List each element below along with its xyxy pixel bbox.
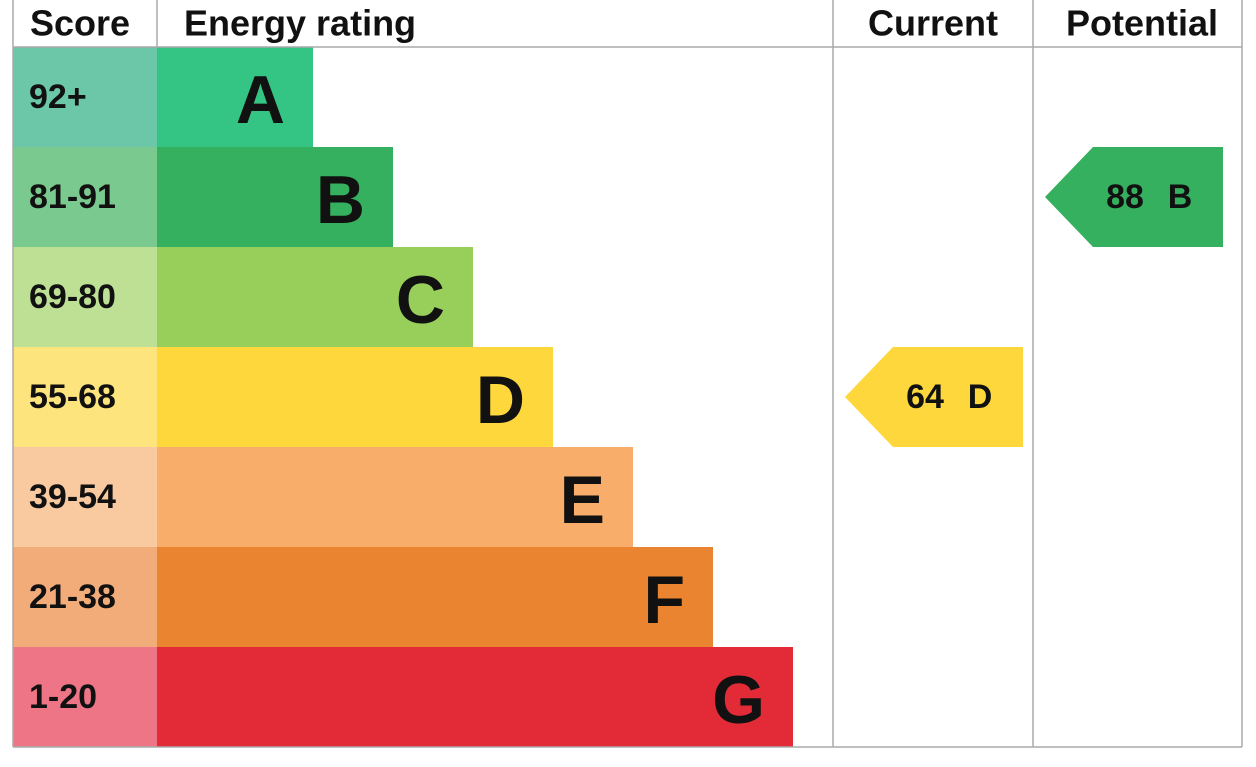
rating-letter: C	[396, 262, 445, 338]
header-current: Current	[868, 3, 998, 44]
score-label: 69-80	[29, 278, 116, 316]
rating-letter: D	[476, 362, 525, 438]
rating-bar	[157, 647, 793, 747]
rating-bar	[157, 447, 633, 547]
rating-letter: B	[316, 162, 365, 238]
potential-arrow	[1045, 147, 1223, 247]
score-cell	[13, 247, 157, 347]
rating-bar	[157, 147, 393, 247]
rating-letter: G	[712, 662, 765, 738]
score-label: 55-68	[29, 378, 116, 416]
rating-letter: E	[560, 462, 605, 538]
header-rating: Energy rating	[184, 3, 416, 44]
rating-letter: A	[236, 62, 285, 138]
score-cell	[13, 447, 157, 547]
score-label: 81-91	[29, 178, 116, 216]
score-cell	[13, 547, 157, 647]
score-cell	[13, 347, 157, 447]
current-arrow	[845, 347, 1023, 447]
score-cell	[13, 147, 157, 247]
rating-bar	[157, 547, 713, 647]
rating-bar	[157, 247, 473, 347]
current-rating: D	[968, 378, 993, 416]
current-value: 64	[906, 378, 944, 416]
potential-value: 88	[1106, 178, 1144, 216]
rating-bar	[157, 47, 313, 147]
rating-bar	[157, 347, 553, 447]
header-score: Score	[30, 3, 130, 44]
score-label: 1-20	[29, 678, 97, 716]
header-potential: Potential	[1066, 3, 1218, 44]
score-cell	[13, 647, 157, 747]
score-label: 21-38	[29, 578, 116, 616]
rating-letter: F	[643, 562, 685, 638]
score-label: 39-54	[29, 478, 116, 516]
score-label: 92+	[29, 78, 87, 116]
potential-rating: B	[1168, 178, 1193, 216]
score-cell	[13, 47, 157, 147]
